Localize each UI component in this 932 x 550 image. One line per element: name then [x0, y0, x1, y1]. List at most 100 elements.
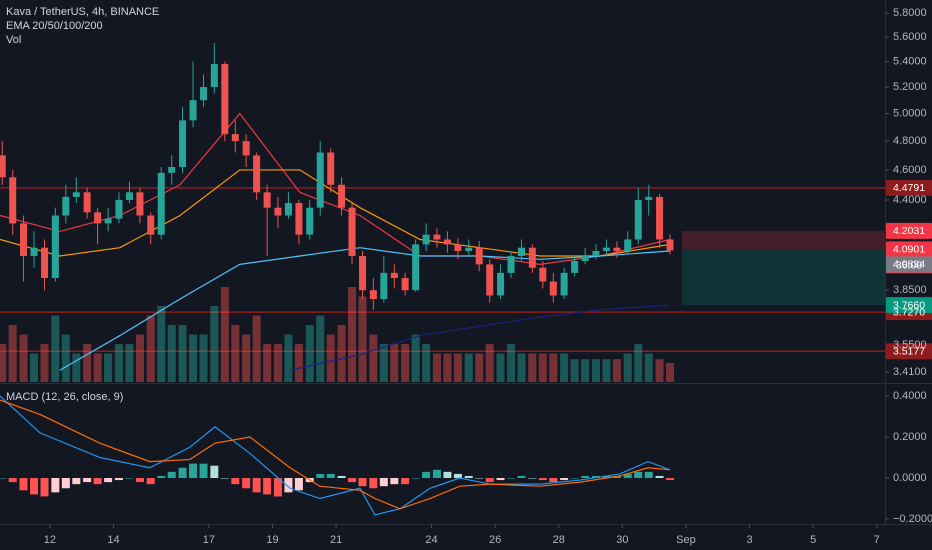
macd-legend: MACD (12, 26, close, 9) — [6, 391, 123, 403]
candle-body — [242, 141, 250, 156]
candle-body — [359, 255, 367, 291]
volume-bar — [199, 334, 208, 382]
macd-histogram-bar — [146, 478, 155, 485]
y-tick-label: 5.6000 — [893, 31, 927, 43]
volume-bar — [538, 353, 547, 382]
candle-body — [200, 87, 208, 101]
macd-histogram-bar — [358, 478, 367, 487]
macd-histogram-bar — [210, 465, 219, 479]
macd-histogram-bar — [114, 478, 123, 481]
candle-body — [592, 250, 600, 256]
price-tag — [886, 297, 932, 314]
candle-body — [231, 134, 239, 142]
volume-bar — [316, 315, 325, 382]
macd-histogram-bar — [273, 478, 282, 497]
y-tick-label: 3.4100 — [893, 366, 927, 378]
candle-body — [306, 207, 314, 235]
macd-histogram-bar — [591, 475, 600, 479]
macd-histogram-bar — [252, 478, 261, 493]
countdown-label: 36:00 — [896, 260, 922, 272]
candle-body — [539, 267, 547, 282]
candle-body — [507, 255, 515, 273]
y-tick-label: 5.0000 — [893, 107, 927, 119]
price-tag-label: 4.4791 — [893, 182, 925, 194]
y-tick-label: 3.5500 — [893, 339, 927, 351]
macd-histogram-bar — [30, 478, 39, 495]
price-tag-label: 4.2031 — [893, 225, 925, 237]
candle-body — [125, 192, 133, 200]
candle-body — [221, 64, 229, 135]
volume-bar — [453, 353, 462, 382]
x-tick-label: 28 — [553, 534, 565, 546]
macd-histogram-bar — [104, 478, 113, 483]
x-tick-label: Sep — [676, 534, 696, 546]
candle-body — [613, 247, 621, 251]
candle-body — [412, 244, 420, 291]
x-tick-label: 26 — [489, 534, 501, 546]
volume-bar — [337, 325, 346, 382]
price-tag-label: 3.7660 — [893, 299, 925, 311]
candle-body — [41, 247, 49, 279]
y-tick-label: 5.8000 — [893, 7, 927, 19]
volume-bar — [369, 334, 378, 382]
macd-histogram-bar — [178, 467, 187, 479]
volume-bar — [135, 334, 144, 382]
volume-bar — [379, 344, 388, 382]
candle-body — [465, 247, 473, 251]
macd-histogram-bar — [560, 478, 569, 481]
candle-body — [497, 272, 505, 296]
macd-histogram-bar — [125, 478, 134, 479]
candle-body — [602, 247, 610, 251]
macd-histogram-bar — [231, 478, 240, 485]
candle-body — [20, 223, 28, 256]
macd-histogram-bar — [348, 478, 357, 483]
volume-bar — [157, 306, 166, 382]
candle-body — [62, 196, 70, 216]
y-tick-label: 4.6000 — [893, 164, 927, 176]
macd-histogram-bar — [263, 478, 272, 495]
volume-bar — [644, 353, 653, 382]
candle-body — [115, 199, 123, 219]
candle-body — [560, 272, 568, 296]
volume-bar — [210, 306, 219, 382]
ema-legend: EMA 20/50/100/200 — [6, 20, 103, 32]
candle-body — [338, 184, 346, 208]
last-price-label: 4.0834 — [893, 259, 925, 271]
macd-histogram-bar — [157, 475, 166, 479]
y-tick-label: 0.4000 — [893, 390, 927, 402]
price-tag-label: 4.0901 — [893, 244, 925, 256]
volume-bar — [19, 334, 28, 382]
ema-line — [59, 247, 671, 371]
candle-body — [486, 264, 494, 296]
volume-bar — [422, 344, 431, 382]
macd-histogram-bar — [369, 478, 378, 489]
macd-histogram-bar — [549, 478, 558, 483]
macd-histogram-bar — [666, 478, 675, 481]
macd-histogram-bar — [83, 478, 92, 483]
chart-title: Kava / TetherUS, 4h, BINANCE — [6, 6, 159, 18]
candle-body — [147, 215, 155, 235]
macd-histogram-bar — [189, 463, 198, 479]
volume-bar — [61, 334, 70, 382]
candle-body — [179, 120, 187, 167]
y-tick-label: −0.2000 — [893, 513, 932, 525]
macd-histogram-bar — [0, 478, 7, 479]
x-tick-label: 21 — [330, 534, 342, 546]
candle-body — [401, 278, 409, 291]
volume-bar — [411, 334, 420, 382]
macd-histogram-bar — [51, 478, 60, 493]
volume-bar — [432, 353, 441, 382]
volume-bar — [83, 344, 92, 382]
price-tag — [886, 222, 932, 239]
volume-bar — [634, 344, 643, 382]
volume-bar — [602, 359, 611, 382]
candle-body — [656, 196, 664, 240]
volume-bar — [167, 325, 176, 382]
volume-bar — [528, 353, 537, 382]
ema-line — [0, 169, 671, 257]
candle-body — [295, 203, 303, 235]
price-tag-label: 3.5177 — [893, 345, 925, 357]
volume-bar — [358, 296, 367, 382]
volume-bar — [485, 344, 494, 382]
price-tag — [886, 241, 932, 258]
